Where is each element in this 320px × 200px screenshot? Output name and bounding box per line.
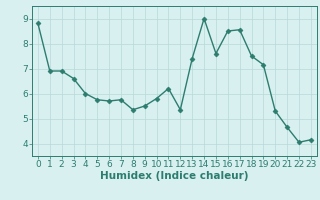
X-axis label: Humidex (Indice chaleur): Humidex (Indice chaleur) — [100, 171, 249, 181]
